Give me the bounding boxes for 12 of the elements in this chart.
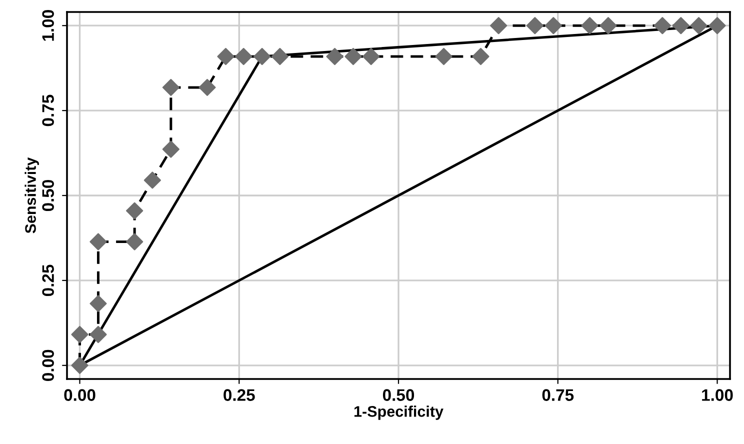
- x-axis-title: 1-Specificity: [354, 406, 444, 420]
- x-tick-label: 0.75: [542, 389, 574, 401]
- x-tick-label: 0.25: [224, 389, 255, 401]
- y-tick-label: 1.00: [42, 10, 54, 41]
- y-tick-label: 0.00: [42, 350, 54, 381]
- y-tick-label: 0.50: [42, 180, 54, 212]
- y-tick-label: 0.25: [42, 264, 54, 296]
- y-axis-title: Sensitivity: [24, 157, 39, 234]
- x-tick-label: 0.50: [382, 389, 414, 401]
- y-tick-label: 0.75: [42, 94, 54, 126]
- x-tick-label: 1.00: [702, 389, 733, 401]
- x-tick-label: 0.00: [64, 389, 96, 401]
